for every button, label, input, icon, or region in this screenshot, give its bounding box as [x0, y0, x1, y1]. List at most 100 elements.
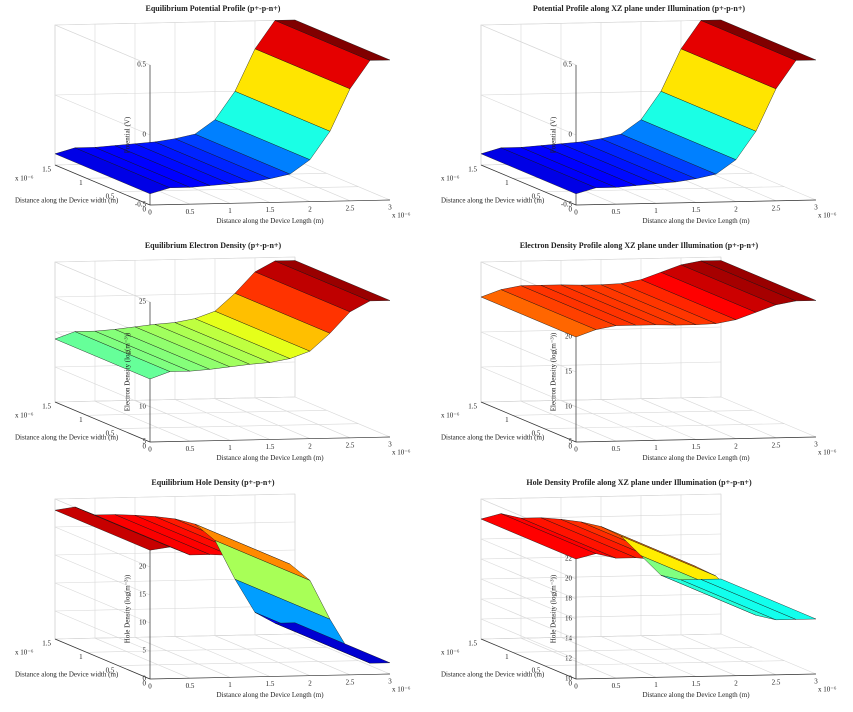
- x-tick-label: 2.5: [772, 441, 781, 449]
- x-tick-label: 0: [574, 209, 578, 217]
- figure: -0.500.500.511.522.5300.511.5Equilibrium…: [0, 0, 853, 712]
- z-axis-label: Electron Density (log(m⁻³)): [124, 332, 132, 411]
- z-grid-line: [55, 95, 150, 135]
- w-exponent: x 10⁻⁶: [441, 649, 460, 657]
- w-tick-label: 1.5: [42, 166, 51, 174]
- x-grid-line: [681, 635, 776, 675]
- w-axis-label: Distance along the Device width (m): [15, 197, 119, 205]
- x-tick-label: 1.5: [266, 206, 275, 214]
- x-tick-label: 0.5: [186, 445, 195, 453]
- w-exponent: x 10⁻⁶: [441, 412, 460, 420]
- z-tick-label: 0: [569, 131, 573, 139]
- x-tick-label: 3: [388, 441, 392, 449]
- chart-title: Equilibrium Electron Density (p+-p-n+): [145, 241, 282, 250]
- z-tick-label: 10: [139, 619, 147, 627]
- x-exponent: x 10⁻⁶: [818, 449, 837, 457]
- z-tick-label: 15: [139, 591, 147, 599]
- x-tick-label: 1: [228, 207, 232, 215]
- surface-chart: 101214161820222400.511.522.5300.511.5Hol…: [441, 478, 837, 699]
- w-axis-label: Distance along the Device width (m): [15, 671, 119, 679]
- x-tick-label: 0: [148, 683, 152, 691]
- z-tick-label: 12: [565, 655, 573, 663]
- z-tick-label: 0.5: [563, 61, 572, 69]
- x-tick-label: 3: [814, 678, 818, 686]
- x-grid-line: [175, 400, 270, 440]
- x-exponent: x 10⁻⁶: [818, 212, 837, 220]
- x-tick-label: 0.5: [186, 682, 195, 690]
- x-tick-label: 0: [574, 683, 578, 691]
- chart-title: Potential Profile along XZ plane under I…: [533, 4, 746, 13]
- x-tick-label: 3: [814, 204, 818, 212]
- surface-chart: 51015202500.511.522.5300.511.5Equilibriu…: [15, 241, 411, 462]
- x-tick-label: 1.5: [692, 206, 701, 214]
- w-tick-label: 1.5: [468, 403, 477, 411]
- z-tick-label: 18: [565, 595, 573, 603]
- x-tick-label: 1: [228, 444, 232, 452]
- z-tick-label: 5: [143, 647, 147, 655]
- z-axis-label: Hole Density (log(m⁻³)): [550, 574, 558, 643]
- x-grid-line: [215, 636, 310, 676]
- x-grid-line: [135, 400, 230, 440]
- x-axis-label: Distance along the Device Length (m): [216, 217, 324, 225]
- z-axis-label: Potential (V): [124, 116, 132, 153]
- x-exponent: x 10⁻⁶: [392, 686, 411, 694]
- z-grid-line: [481, 25, 576, 65]
- w-tick-label: 1.5: [468, 640, 477, 648]
- w-exponent: x 10⁻⁶: [15, 649, 34, 657]
- x-tick-label: 0.5: [612, 208, 621, 216]
- x-tick-label: 1.5: [266, 680, 275, 688]
- x-tick-label: 1: [654, 207, 658, 215]
- z-grid-line: [55, 25, 150, 65]
- chart-title: Hole Density Profile along XZ plane unde…: [526, 478, 752, 487]
- w-tick-label: 0: [143, 206, 147, 214]
- w-tick-label: 1.5: [42, 403, 51, 411]
- surface-chart: -0.500.500.511.522.5300.511.5Equilibrium…: [15, 4, 411, 225]
- chart-title: Equilibrium Potential Profile (p+-p-n+): [146, 4, 281, 13]
- x-tick-label: 0.5: [612, 445, 621, 453]
- z-tick-label: 0.5: [137, 61, 146, 69]
- z-tick-label: 0: [143, 131, 147, 139]
- x-axis-label: Distance along the Device Length (m): [642, 454, 750, 462]
- w-exponent: x 10⁻⁶: [441, 175, 460, 183]
- w-tick-label: 1: [79, 653, 83, 661]
- w-tick-label: 1: [505, 179, 509, 187]
- x-tick-label: 1.5: [692, 680, 701, 688]
- w-tick-label: 0: [569, 680, 573, 688]
- x-exponent: x 10⁻⁶: [392, 449, 411, 457]
- x-tick-label: 0: [148, 209, 152, 217]
- x-grid-line: [175, 637, 270, 677]
- z-tick-label: 16: [565, 615, 573, 623]
- x-tick-label: 2: [308, 442, 312, 450]
- w-tick-label: 0: [143, 680, 147, 688]
- surface-chart: -0.500.500.511.522.5300.511.5Potential P…: [441, 4, 837, 225]
- x-axis-label: Distance along the Device Length (m): [216, 454, 324, 462]
- x-grid-line: [601, 637, 696, 677]
- z-tick-label: 25: [139, 298, 147, 306]
- x-exponent: x 10⁻⁶: [392, 212, 411, 220]
- x-grid-line: [641, 399, 736, 439]
- x-tick-label: 2: [308, 679, 312, 687]
- x-grid-line: [295, 397, 390, 437]
- z-tick-label: 15: [565, 368, 573, 376]
- x-grid-line: [721, 397, 816, 437]
- x-tick-label: 2.5: [346, 204, 355, 212]
- x-exponent: x 10⁻⁶: [818, 686, 837, 694]
- w-tick-label: 1.5: [468, 166, 477, 174]
- w-exponent: x 10⁻⁶: [15, 175, 34, 183]
- x-grid-line: [721, 634, 816, 674]
- x-tick-label: 1: [654, 681, 658, 689]
- z-axis-label: Electron Density (log(m⁻³)): [550, 332, 558, 411]
- chart-title: Electron Density Profile along XZ plane …: [520, 241, 759, 250]
- w-tick-label: 1: [505, 653, 509, 661]
- x-tick-label: 0: [574, 446, 578, 454]
- x-grid-line: [255, 398, 350, 438]
- x-grid-line: [295, 160, 390, 200]
- x-tick-label: 2: [734, 205, 738, 213]
- x-tick-label: 2.5: [772, 204, 781, 212]
- surface-strip: [681, 579, 796, 619]
- w-axis-label: Distance along the Device width (m): [15, 434, 119, 442]
- z-tick-label: 20: [565, 575, 573, 583]
- w-tick-label: 1: [505, 416, 509, 424]
- x-grid-line: [601, 400, 696, 440]
- x-axis-label: Distance along the Device Length (m): [642, 691, 750, 699]
